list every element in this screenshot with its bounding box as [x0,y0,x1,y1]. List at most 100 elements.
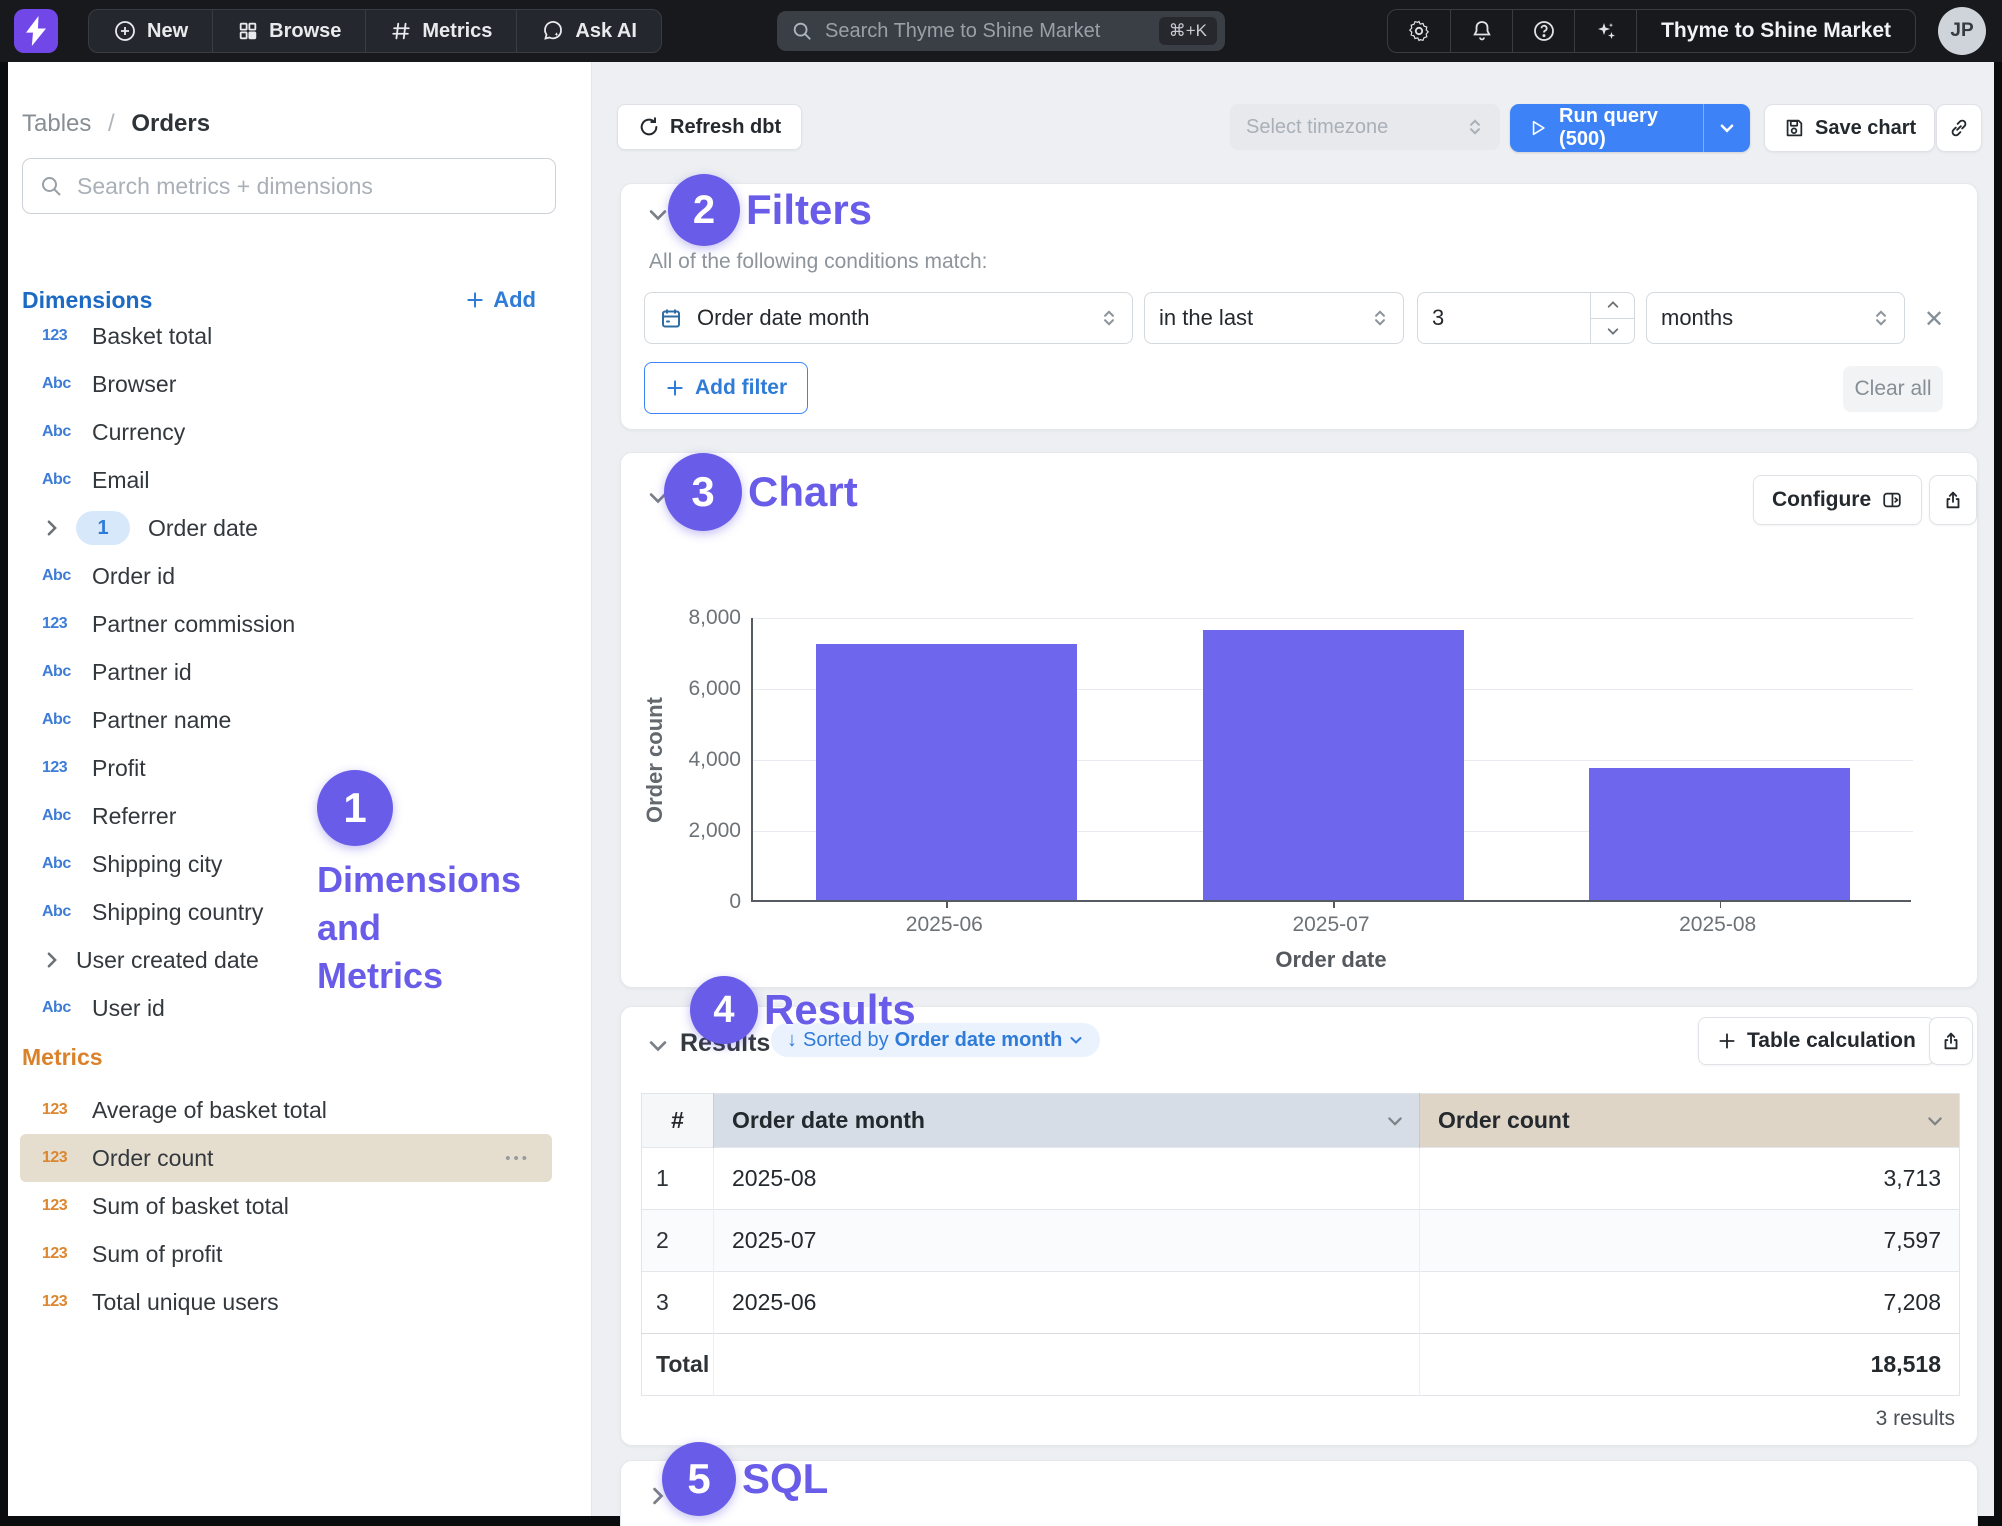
search-icon [791,20,813,42]
chevron-up-icon [1606,298,1620,312]
table-calculation-button[interactable]: Table calculation [1698,1017,1935,1065]
column-header-metric[interactable]: Order count [1420,1094,1960,1148]
sidebar-item-referrer[interactable]: AbcReferrer [8,792,592,840]
run-query-button[interactable]: Run query (500) [1510,104,1750,152]
export-chart-button[interactable] [1929,475,1977,525]
settings-button[interactable] [1388,10,1450,52]
sidebar-item-shipping-city[interactable]: AbcShipping city [8,840,592,888]
filter-operator-select[interactable]: in the last [1144,292,1404,344]
fields-search[interactable] [22,158,556,214]
refresh-dbt-button[interactable]: Refresh dbt [617,104,802,150]
expand-group-chevron[interactable] [42,950,66,970]
field-menu-button[interactable]: ••• [505,1150,530,1167]
sorted-by-pill[interactable]: ↓ Sorted by Order date month [771,1023,1100,1057]
sparkles-icon [1594,19,1618,43]
field-label: Order id [92,563,175,590]
sidebar-item-shipping-country[interactable]: AbcShipping country [8,888,592,936]
expand-sql-chevron[interactable] [647,1485,669,1512]
org-switcher[interactable]: Thyme to Shine Market [1636,10,1915,52]
app-logo[interactable] [14,9,58,53]
ai-sparkles-button[interactable] [1574,10,1636,52]
run-query-dropdown[interactable] [1704,119,1750,137]
remove-filter-button[interactable]: ✕ [1917,302,1951,336]
sidebar-item-order-date[interactable]: 1Order date [8,504,592,552]
export-results-button[interactable] [1929,1017,1973,1065]
filter-value-input [1417,292,1635,344]
timezone-select[interactable]: Select timezone [1230,104,1500,150]
filter-unit-select[interactable]: months [1646,292,1905,344]
expand-group-chevron[interactable] [42,518,66,538]
filter-field-select[interactable]: Order date month [644,292,1133,344]
sidebar-item-basket-total[interactable]: 123Basket total [8,312,592,360]
sidebar-item-partner-name[interactable]: AbcPartner name [8,696,592,744]
results-tbody: 1 2025-08 3,713 2 2025-07 7,597 3 2025-0… [642,1148,1960,1334]
total-row: Total 18,518 [642,1334,1960,1396]
sidebar-item-user-id[interactable]: AbcUser id [8,984,592,1032]
string-type-icon: Abc [42,999,82,1017]
sidebar-item-partner-id[interactable]: AbcPartner id [8,648,592,696]
bell-icon [1470,19,1494,43]
string-type-icon: Abc [42,423,82,441]
help-button[interactable] [1512,10,1574,52]
collapse-filters-chevron[interactable] [647,204,669,231]
sidebar-item-sum-of-profit[interactable]: 123Sum of profit [8,1230,592,1278]
save-chart-button[interactable]: Save chart [1764,104,1935,152]
add-dimension-button[interactable]: Add [465,287,536,313]
breadcrumb-tables[interactable]: Tables [22,110,91,137]
stepper-down[interactable] [1591,319,1634,344]
hash-icon [390,20,412,42]
number-stepper [1590,293,1634,343]
global-search[interactable]: ⌘+K [777,11,1225,51]
bar-2025-06[interactable] [816,644,1077,900]
table-row[interactable]: 3 2025-06 7,208 [642,1272,1960,1334]
sidebar-item-user-created-date[interactable]: User created date [8,936,592,984]
sidebar-item-currency[interactable]: Abc Currency [8,408,592,456]
calendar-icon [659,306,683,330]
add-filter-button[interactable]: Add filter [644,362,808,414]
nav-item-metrics[interactable]: Metrics [365,10,516,52]
dimensions-list: 123Basket totalAbcBrowserAbcCurrencyAbcE… [8,312,592,1032]
sidebar-item-partner-commission[interactable]: 123Partner commission [8,600,592,648]
filter-value-field[interactable] [1418,305,1590,331]
nav-item-ask-ai[interactable]: Ask AI [516,10,661,52]
field-label: Currency [92,419,185,446]
refresh-icon [638,116,660,138]
clear-all-filters-button[interactable]: Clear all [1843,366,1943,412]
metrics-list: 123Average of basket total123Order count… [8,1086,592,1326]
table-row[interactable]: 2 2025-07 7,597 [642,1210,1960,1272]
table-row[interactable]: 1 2025-08 3,713 [642,1148,1960,1210]
column-header-field[interactable]: Order date month [714,1094,1420,1148]
field-label: Profit [92,755,146,782]
x-axis-ticks: 2025-062025-072025-08 [751,913,1911,939]
filters-note: All of the following conditions match: [649,250,988,274]
user-avatar[interactable]: JP [1938,7,1986,55]
global-search-input[interactable] [825,20,1159,43]
fields-search-input[interactable] [77,173,539,200]
collapse-chart-chevron[interactable] [647,487,669,514]
select-caret-icon [1371,309,1389,327]
sidebar-item-total-unique-users[interactable]: 123Total unique users [8,1278,592,1326]
sidebar-item-order-id[interactable]: AbcOrder id [8,552,592,600]
row-field-value: 2025-07 [714,1210,1420,1272]
string-type-icon: Abc [42,375,82,393]
sidebar-item-email[interactable]: AbcEmail [8,456,592,504]
breadcrumb-current: Orders [131,110,210,137]
select-caret-icon [1100,309,1118,327]
sidebar-item-browser[interactable]: AbcBrowser [8,360,592,408]
notifications-button[interactable] [1450,10,1512,52]
nav-item-browse[interactable]: Browse [212,10,365,52]
configure-chart-button[interactable]: Configure [1753,475,1922,525]
nav-item-new[interactable]: New [89,10,212,52]
sidebar-item-average-of-basket-total[interactable]: 123Average of basket total [8,1086,592,1134]
chevron-down-icon [647,204,669,226]
copy-link-button[interactable] [1936,104,1982,152]
collapse-results-chevron[interactable] [647,1035,669,1062]
sidebar-item-profit[interactable]: 123Profit [8,744,592,792]
stepper-up[interactable] [1591,293,1634,319]
sidebar-item-order-count[interactable]: 123Order count••• [8,1134,592,1182]
string-type-icon: Abc [42,807,82,825]
bar-2025-07[interactable] [1203,630,1464,900]
bar-2025-08[interactable] [1589,768,1850,900]
x-tick-mark [1333,901,1335,908]
sidebar-item-sum-of-basket-total[interactable]: 123Sum of basket total [8,1182,592,1230]
